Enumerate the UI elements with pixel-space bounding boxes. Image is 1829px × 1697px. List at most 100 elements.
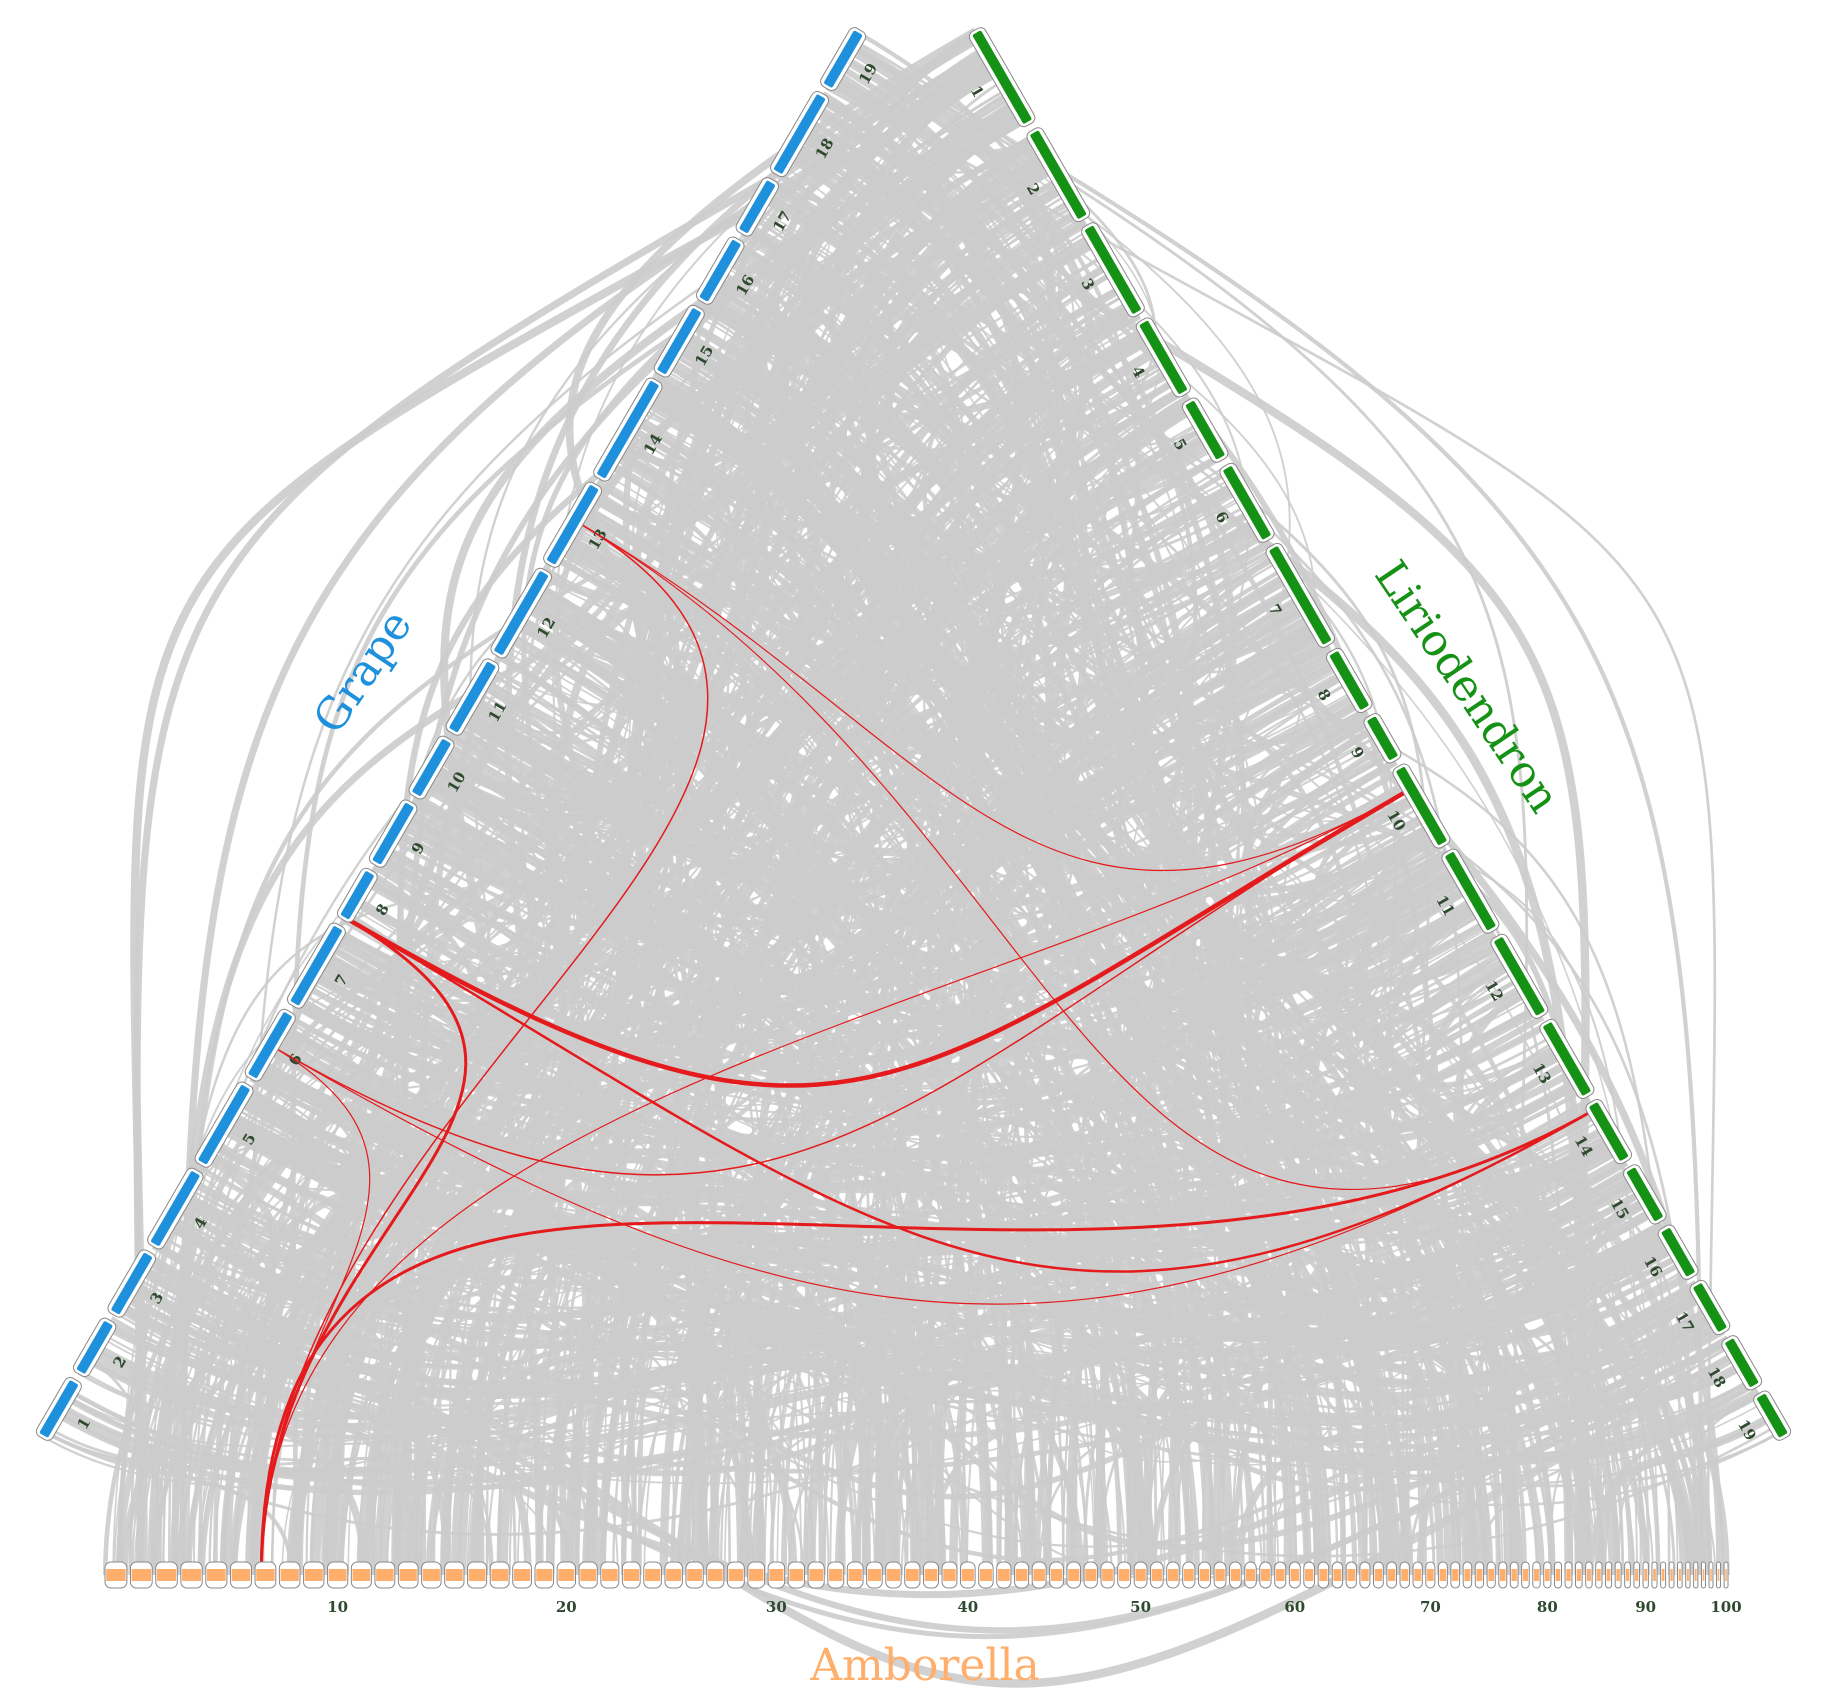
grape-chromosome — [244, 1008, 296, 1082]
liriodendron-chromosome-fill — [1085, 225, 1141, 314]
synteny-link — [650, 386, 1106, 1576]
amborella-scaffold-fill — [1702, 1569, 1705, 1581]
synteny-link — [365, 314, 1141, 925]
amborella-scaffold-number: 70 — [1420, 1598, 1441, 1616]
grape-chromosome — [593, 377, 663, 482]
liriodendron-chromosome-fill — [1693, 1283, 1727, 1332]
amborella-scaffold-fill — [1717, 1569, 1720, 1581]
synteny-link — [130, 68, 1001, 1576]
grape-chromosome-fill — [111, 1253, 153, 1315]
amborella-scaffold-fill — [1230, 1569, 1240, 1581]
amborella-scaffold-fill — [1544, 1569, 1550, 1581]
amborella-scaffold-fill — [1606, 1569, 1611, 1581]
synteny-link — [1617, 1416, 1774, 1576]
amborella-scaffold-fill — [304, 1569, 323, 1581]
amborella-scaffold-fill — [728, 1569, 744, 1581]
amborella-scaffold-fill — [769, 1569, 784, 1581]
liriodendron-chromosome — [1753, 1390, 1792, 1441]
amborella-scaffold-fill — [1167, 1569, 1178, 1581]
synteny-link — [421, 273, 1116, 837]
synteny-link — [457, 652, 1336, 887]
grape-chromosome-fill — [774, 94, 826, 174]
amborella-scaffold-fill — [905, 1569, 919, 1581]
amborella-scaffold-fill — [1199, 1569, 1210, 1581]
amborella-scaffold-fill — [1068, 1569, 1080, 1581]
synteny-link — [668, 87, 1010, 1576]
synteny-link — [1310, 781, 1712, 1576]
amborella-scaffold-fill — [536, 1569, 553, 1581]
amborella-scaffold-fill — [1725, 1569, 1727, 1581]
grape-chromosome-fill — [824, 30, 863, 88]
amborella-scaffold-fill — [580, 1569, 597, 1581]
amborella-scaffold-fill — [1566, 1569, 1571, 1581]
synteny-link — [831, 78, 1381, 794]
amborella-scaffold-fill — [422, 1569, 440, 1581]
highlighted-synteny-link — [259, 916, 468, 1576]
grape-chromosome-fill — [151, 1171, 200, 1246]
amborella-scaffold-fill — [1586, 1569, 1591, 1581]
synteny-link — [44, 1430, 294, 1576]
amborella-scaffold-fill — [1102, 1569, 1113, 1581]
amborella-scaffold-fill — [1290, 1569, 1300, 1581]
amborella-scaffold-number: 50 — [1130, 1598, 1151, 1616]
synteny-link — [515, 622, 742, 1576]
amborella-scaffold-fill — [886, 1569, 900, 1581]
synteny-link — [1354, 895, 1475, 1576]
amborella-scaffold-fill — [1050, 1569, 1063, 1581]
synteny-link — [128, 689, 1356, 1576]
amborella-scaffold-fill — [513, 1569, 531, 1581]
synteny-link — [431, 765, 1679, 1576]
grape-chromosome-fill — [39, 1380, 78, 1438]
amborella-scaffold-number: 60 — [1284, 1598, 1305, 1616]
highlighted-synteny-link — [343, 916, 1597, 1273]
synteny-link — [319, 508, 1255, 1034]
highlighted-synteny-link — [259, 1107, 1597, 1576]
highlighted-synteny-link — [574, 520, 1596, 1191]
amborella-scaffold-fill — [1261, 1569, 1270, 1581]
highlighted-synteny-link — [269, 1044, 1596, 1305]
amborella-scaffold-fill — [602, 1569, 618, 1581]
amborella-scaffold-fill — [1118, 1569, 1130, 1581]
amborella-scaffold-fill — [1522, 1569, 1529, 1581]
synteny-link — [618, 192, 1070, 490]
synteny-link — [698, 305, 1563, 1098]
amborella-scaffold-fill — [1388, 1569, 1396, 1581]
synteny-link — [341, 437, 784, 1576]
synteny-link — [703, 680, 1351, 1576]
synteny-link — [315, 961, 968, 1576]
liriodendron-chromosome — [1135, 317, 1191, 398]
liriodendron-chromosome-fill — [1627, 1167, 1663, 1221]
synteny-link — [227, 1112, 1632, 1500]
grape-chromosome-fill — [198, 1085, 250, 1165]
synteny-link — [443, 110, 1086, 1576]
synteny-link — [670, 352, 1612, 1235]
synteny-link — [178, 841, 1446, 1399]
amborella-scaffold-fill — [1085, 1569, 1097, 1581]
liriodendron-chromosome — [1219, 462, 1275, 543]
amborella-scaffold-fill — [1635, 1569, 1639, 1581]
amborella-scaffold-fill — [468, 1569, 486, 1581]
amborella-scaffold-fill — [666, 1569, 682, 1581]
amborella-scaffold-fill — [1427, 1569, 1434, 1581]
grape-chromosome-fill — [699, 240, 741, 302]
amborella-scaffold-number: 40 — [957, 1598, 978, 1616]
liriodendron-chromosome — [1657, 1224, 1699, 1280]
liriodendron-chromosome-fill — [1589, 1102, 1629, 1161]
amborella-scaffold-fill — [1215, 1569, 1225, 1581]
amborella-scaffold-fill — [1333, 1569, 1342, 1581]
grape-chromosome-fill — [290, 926, 342, 1006]
liriodendron-chromosome-fill — [1543, 1022, 1591, 1096]
amborella-scaffold-fill — [1135, 1569, 1146, 1581]
synteny-link — [1216, 1061, 1572, 1576]
grape-chromosome-fill — [449, 662, 496, 733]
amborella-scaffold-fill — [1488, 1569, 1495, 1581]
liriodendron-chromosome-fill — [1223, 466, 1271, 540]
amborella-scaffold-fill — [1678, 1569, 1681, 1581]
amborella-scaffold-fill — [1596, 1569, 1601, 1581]
amborella-scaffold-fill — [1245, 1569, 1256, 1581]
highlighted-synteny-links — [259, 520, 1597, 1576]
amborella-scaffold-fill — [828, 1569, 843, 1581]
synteny-link — [311, 972, 1733, 1581]
